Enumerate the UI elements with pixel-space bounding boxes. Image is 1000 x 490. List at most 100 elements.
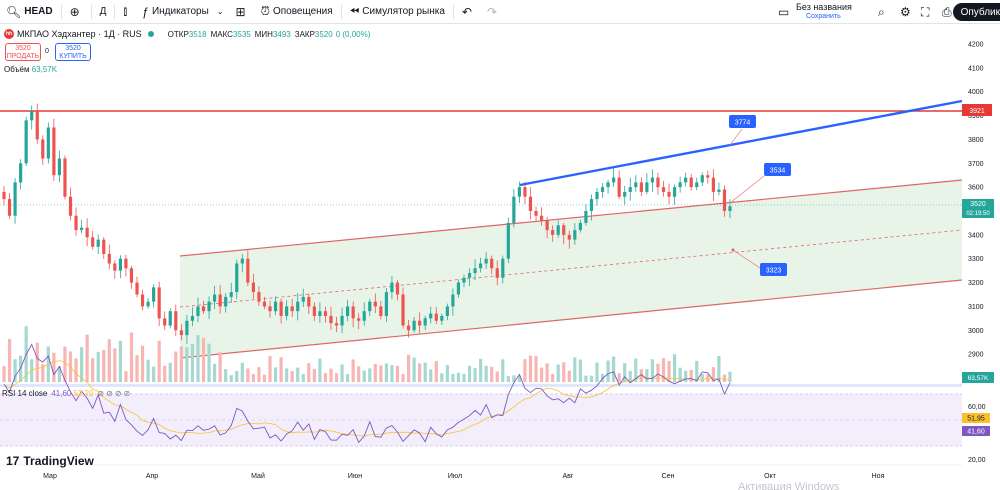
- candle-body[interactable]: [179, 330, 183, 336]
- candle-body[interactable]: [600, 187, 605, 192]
- layout-name-button[interactable]: Без названия Сохранить: [796, 2, 866, 22]
- candle-body[interactable]: [251, 282, 255, 293]
- candle-body[interactable]: [135, 282, 139, 295]
- symbol-search[interactable]: 🔍︎ HEAD: [0, 0, 59, 24]
- quick-search-button[interactable]: ⌕: [878, 0, 885, 24]
- candle-body[interactable]: [506, 222, 510, 259]
- rsi-pane[interactable]: [0, 343, 962, 447]
- candle-body[interactable]: [307, 296, 311, 307]
- candle-body[interactable]: [684, 177, 688, 183]
- candle-body[interactable]: [512, 196, 516, 223]
- candle-body[interactable]: [35, 110, 39, 140]
- buy-button[interactable]: 3520 КУПИТЬ: [55, 43, 91, 61]
- candle-body[interactable]: [645, 182, 649, 192]
- candle-body[interactable]: [74, 215, 78, 231]
- candle-body[interactable]: [418, 320, 422, 326]
- candle-body[interactable]: [174, 311, 178, 331]
- candle-body[interactable]: [456, 282, 461, 295]
- candles[interactable]: [2, 103, 732, 344]
- candle-body[interactable]: [329, 315, 333, 324]
- candle-body[interactable]: [584, 211, 588, 223]
- candle-body[interactable]: [429, 313, 433, 319]
- sell-button[interactable]: 3520 ПРОДАТЬ: [5, 43, 41, 61]
- candle-body[interactable]: [96, 239, 100, 247]
- candle-body[interactable]: [539, 215, 544, 221]
- candle-body[interactable]: [434, 313, 438, 321]
- candle-body[interactable]: [235, 263, 239, 293]
- candle-body[interactable]: [296, 301, 300, 312]
- upper-trendline[interactable]: [519, 99, 963, 187]
- candle-body[interactable]: [467, 273, 472, 278]
- candle-body[interactable]: [562, 225, 566, 235]
- candle-body[interactable]: [650, 177, 655, 183]
- candle-body[interactable]: [257, 292, 261, 302]
- candle-body[interactable]: [423, 318, 427, 326]
- candle-body[interactable]: [196, 306, 200, 316]
- candle-body[interactable]: [268, 306, 272, 312]
- candle-body[interactable]: [711, 177, 715, 192]
- candle-body[interactable]: [46, 127, 50, 159]
- candle-body[interactable]: [401, 294, 405, 326]
- candle-body[interactable]: [102, 239, 106, 254]
- candle-body[interactable]: [412, 320, 416, 331]
- price-channel[interactable]: [179, 179, 963, 359]
- candle-body[interactable]: [545, 220, 549, 231]
- candle-body[interactable]: [13, 182, 17, 216]
- chart-canvas[interactable]: 3774 3534 3323 4200 4100 4000 3900 3800 3700 3…: [0, 25, 1000, 490]
- candle-body[interactable]: [617, 177, 621, 197]
- candle-body[interactable]: [240, 258, 244, 264]
- candle-body[interactable]: [406, 325, 411, 331]
- candle-body[interactable]: [290, 306, 294, 312]
- candle-body[interactable]: [218, 294, 222, 307]
- candle-body[interactable]: [606, 182, 610, 188]
- pane-separator[interactable]: [0, 384, 962, 387]
- tradingview-logo[interactable]: 17 TradingView: [6, 454, 94, 468]
- publish-button[interactable]: Опублик: [952, 3, 1000, 21]
- candle-body[interactable]: [634, 182, 638, 188]
- candle-body[interactable]: [41, 139, 45, 159]
- indicators-button[interactable]: ƒ Индикаторы ⌄: [136, 0, 229, 24]
- candle-body[interactable]: [445, 306, 449, 316]
- candle-body[interactable]: [451, 294, 455, 307]
- candle-body[interactable]: [157, 287, 161, 319]
- candle-body[interactable]: [107, 253, 111, 264]
- candle-body[interactable]: [301, 296, 305, 302]
- interval-button[interactable]: Д: [94, 0, 113, 24]
- settings-button[interactable]: ⚙︎: [900, 0, 911, 24]
- candle-body[interactable]: [224, 296, 228, 307]
- candle-body[interactable]: [24, 120, 28, 164]
- replay-button[interactable]: ⏪︎ Симулятор рынка: [344, 0, 451, 24]
- candle-body[interactable]: [667, 191, 671, 197]
- candle-body[interactable]: [706, 175, 710, 178]
- candle-body[interactable]: [573, 230, 577, 240]
- compare-button[interactable]: ⊕: [64, 0, 89, 24]
- mid-target-box[interactable]: [764, 163, 791, 176]
- candle-body[interactable]: [534, 211, 538, 216]
- candle-body[interactable]: [168, 311, 172, 326]
- candle-body[interactable]: [207, 301, 211, 312]
- candle-body[interactable]: [384, 292, 388, 316]
- candle-body[interactable]: [118, 258, 122, 271]
- candle-body[interactable]: [312, 306, 316, 316]
- candle-body[interactable]: [490, 258, 494, 269]
- channel-upper-line[interactable]: [179, 179, 963, 257]
- undo-button[interactable]: ↶: [456, 0, 481, 24]
- candle-body[interactable]: [479, 263, 483, 269]
- channel-lower-line[interactable]: [179, 279, 963, 359]
- candle-body[interactable]: [340, 315, 344, 326]
- candle-body[interactable]: [201, 306, 206, 312]
- candle-body[interactable]: [323, 311, 328, 316]
- fullscreen-button[interactable]: ⛶︎: [921, 0, 929, 24]
- candle-body[interactable]: [140, 294, 145, 307]
- snapshot-button[interactable]: ⎙: [942, 0, 952, 24]
- candle-body[interactable]: [279, 301, 283, 316]
- candle-body[interactable]: [273, 301, 278, 312]
- candle-body[interactable]: [578, 222, 582, 231]
- candle-body[interactable]: [462, 277, 466, 283]
- candle-body[interactable]: [357, 318, 361, 321]
- candle-body[interactable]: [346, 306, 350, 316]
- candle-body[interactable]: [229, 292, 233, 297]
- candle-body[interactable]: [551, 230, 555, 235]
- candle-body[interactable]: [695, 182, 699, 188]
- candle-body[interactable]: [368, 301, 372, 312]
